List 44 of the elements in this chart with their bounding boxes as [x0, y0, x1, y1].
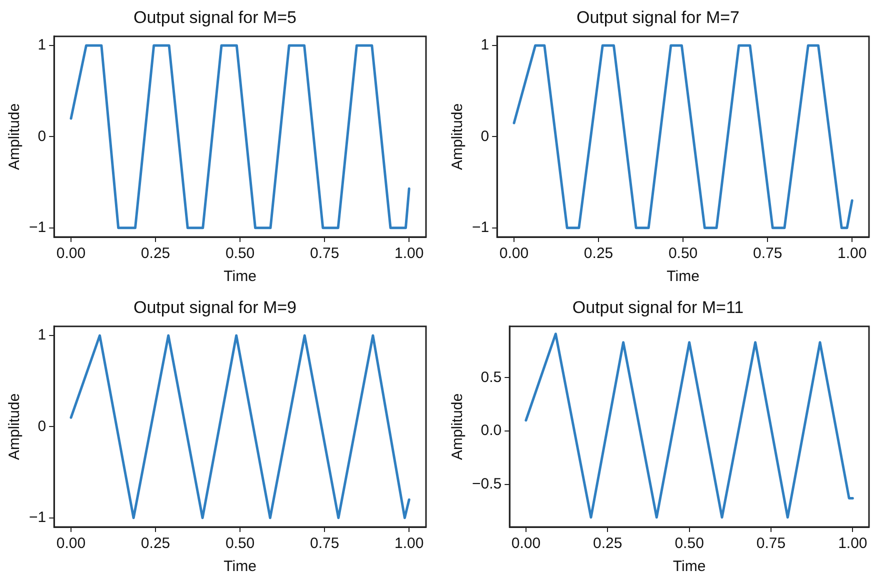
- y-tick-label: 1: [38, 326, 46, 344]
- x-axis-title: Time: [224, 268, 256, 286]
- y-tick-label: 1: [480, 36, 490, 54]
- x-axis-title: Time: [666, 268, 700, 286]
- x-tick-label: 0.25: [140, 245, 170, 262]
- x-tick-label: 1.00: [394, 245, 424, 262]
- x-tick-label: 1.00: [837, 245, 867, 262]
- x-tick-label: 0.75: [310, 535, 340, 552]
- x-tick-label: 0.75: [752, 245, 782, 262]
- y-axis-title: Amplitude: [6, 393, 24, 460]
- x-tick-label: 0.25: [593, 535, 622, 552]
- x-tick-label: 0.00: [511, 535, 541, 552]
- x-tick-label: 0.50: [674, 535, 704, 552]
- y-tick-label: 1: [38, 36, 46, 54]
- x-tick-label: 1.00: [838, 535, 868, 552]
- x-tick-label: 1.00: [394, 535, 424, 552]
- x-tick-label: 0.00: [499, 245, 529, 262]
- y-tick-label: 0: [38, 128, 46, 145]
- y-tick-label: 0.5: [480, 368, 502, 386]
- chart-title: Output signal for M=11: [572, 298, 744, 317]
- y-tick-label: −1: [28, 219, 46, 236]
- x-tick-label: 0.50: [668, 245, 698, 262]
- y-tick-label: −1: [28, 509, 46, 526]
- y-tick-label: 0.0: [480, 422, 502, 440]
- chart-title: Output signal for M=9: [133, 298, 297, 317]
- chart-title: Output signal for M=7: [576, 8, 740, 27]
- y-tick-label: −1: [472, 219, 490, 236]
- x-tick-label: 0.75: [310, 245, 340, 262]
- y-axis-title: Amplitude: [449, 393, 466, 460]
- x-tick-label: 0.25: [584, 245, 614, 262]
- x-axis-title: Time: [224, 558, 256, 576]
- x-tick-label: 0.50: [225, 535, 255, 552]
- y-axis-title: Amplitude: [6, 103, 24, 170]
- x-tick-label: 0.00: [56, 245, 86, 262]
- x-tick-label: 0.50: [225, 245, 255, 262]
- chart-title: Output signal for M=5: [133, 8, 297, 27]
- x-axis-title: Time: [672, 558, 706, 576]
- x-tick-label: 0.25: [140, 535, 170, 552]
- y-tick-label: 0: [480, 128, 490, 145]
- y-tick-label: −0.5: [472, 475, 502, 492]
- x-tick-label: 0.00: [56, 535, 86, 552]
- y-axis-title: Amplitude: [449, 103, 466, 170]
- y-tick-label: 0: [38, 418, 46, 435]
- x-tick-label: 0.75: [756, 535, 786, 552]
